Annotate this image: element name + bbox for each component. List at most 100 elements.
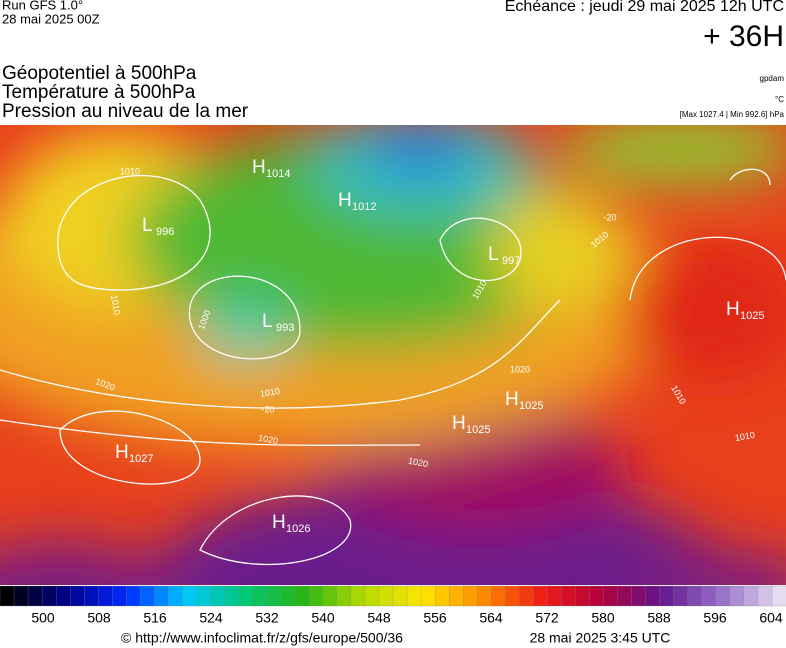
colorbar-cell	[757, 585, 773, 607]
field: Géopotentiel à 500hPa	[2, 63, 197, 84]
colorbar-cell	[589, 585, 605, 607]
colorbar-cell	[631, 585, 647, 607]
colorbar-cell	[673, 585, 689, 607]
pressure-value: 1026	[286, 523, 310, 535]
pressure-value: 1025	[466, 424, 490, 436]
colorbar-cell	[0, 585, 15, 607]
colorbar-cell	[519, 585, 535, 607]
pressure-letter: L	[142, 215, 153, 236]
colorbar-cell	[41, 585, 57, 607]
colorbar-label: 580	[591, 610, 615, 626]
colorbar-cell	[420, 585, 436, 607]
unit: °C	[775, 95, 784, 104]
colorbar-cell	[98, 585, 113, 607]
colorbar-cell	[70, 585, 85, 607]
pressure-letter: L	[262, 311, 273, 332]
lead-time: + 36H	[703, 20, 784, 53]
contour-label: -20	[603, 212, 616, 222]
pressure-letter: H	[272, 512, 286, 533]
source-url: © http://www.infoclimat.fr/z/gfs/europe/…	[121, 630, 403, 646]
colorbar-cell	[322, 585, 338, 607]
colorbar-cell	[364, 585, 380, 607]
pressure-letter: H	[726, 299, 740, 320]
contour-label: 1020	[257, 433, 278, 446]
colorbar-label: 572	[535, 610, 559, 626]
colorbar-cell	[350, 585, 366, 607]
colorbar-cell	[617, 585, 633, 607]
colorbar-cell	[547, 585, 563, 607]
colorbar-cell	[448, 585, 464, 607]
pressure-letter: H	[252, 157, 266, 178]
colorbar-label: 596	[703, 610, 727, 626]
pressure-value: 997	[502, 255, 520, 267]
run-date: 28 mai 2025 00Z	[2, 11, 100, 26]
pressure-letter: H	[452, 413, 466, 434]
echeance: Echéance : jeudi 29 mai 2025 12h UTC	[505, 0, 784, 15]
colorbar-cell	[182, 585, 198, 607]
colorbar-cell	[392, 585, 408, 607]
pressure-letter: H	[338, 190, 352, 211]
contour-label: 1010	[109, 294, 122, 315]
pressure-letter: H	[115, 442, 129, 463]
contour-label: -20	[261, 404, 274, 414]
colorbar-cell	[729, 585, 745, 607]
colorbar-cell	[477, 585, 492, 607]
field: Température à 500hPa	[2, 82, 196, 103]
pressure-value: 1012	[352, 201, 376, 213]
colorbar-cell	[84, 585, 99, 607]
unit: [Max 1027.4 | Min 992.6] hPa	[680, 110, 785, 119]
colorbar-label: 508	[87, 610, 111, 626]
colorbar-label: 548	[367, 610, 391, 626]
contour-label: 1020	[510, 364, 530, 374]
colorbar-cell	[463, 585, 478, 607]
colorbar-cell	[645, 585, 661, 607]
colorbar-cell	[743, 585, 759, 607]
colorbar-cell	[280, 585, 296, 607]
colorbar-cell	[491, 585, 506, 607]
colorbar-cell	[196, 585, 212, 607]
colorbar-cell	[406, 585, 422, 607]
colorbar-cell	[659, 585, 675, 607]
pressure-value: 1027	[129, 453, 153, 465]
colorbar-cell	[224, 585, 240, 607]
colorbar-cell	[575, 585, 591, 607]
colorbar-label: 516	[143, 610, 167, 626]
colorbar-label: 532	[255, 610, 279, 626]
colorbar-cell	[533, 585, 549, 607]
unit: gpdam	[760, 74, 785, 83]
colorbar-cell	[603, 585, 619, 607]
colorbar-cell	[27, 585, 43, 607]
colorbar-label: 588	[647, 610, 671, 626]
colorbar-cell	[336, 585, 352, 607]
colorbar-cell	[771, 585, 786, 607]
pressure-value: 1014	[266, 168, 290, 180]
contour-label: 1020	[407, 456, 428, 469]
colorbar-label: 564	[479, 610, 503, 626]
colorbar-cell	[154, 585, 170, 607]
colorbar-cell	[434, 585, 450, 607]
colorbar-label: 604	[759, 610, 783, 626]
contour-label: 1010	[120, 166, 140, 176]
pressure-value: 1025	[519, 400, 543, 412]
colorbar-label: 540	[311, 610, 335, 626]
colorbar-cell	[701, 585, 717, 607]
field: Pression au niveau de la mer	[2, 101, 249, 122]
contour-label: 1010	[259, 386, 280, 399]
colorbar-cell	[252, 585, 268, 607]
colorbar-label: 524	[199, 610, 223, 626]
colorbar-cell	[294, 585, 310, 607]
colorbar-cell	[687, 585, 703, 607]
contour-label: 1010	[734, 430, 755, 443]
colorbar-cell	[505, 585, 520, 607]
colorbar-cell	[13, 585, 29, 607]
pressure-value: 1025	[740, 310, 764, 322]
pressure-letter: L	[488, 244, 499, 265]
pressure-letter: H	[505, 389, 519, 410]
colorbar-label: 500	[31, 610, 55, 626]
colorbar-cell	[715, 585, 731, 607]
colorbar-cell	[308, 585, 324, 607]
colorbar-cell	[55, 585, 71, 607]
colorbar-label: 556	[423, 610, 447, 626]
